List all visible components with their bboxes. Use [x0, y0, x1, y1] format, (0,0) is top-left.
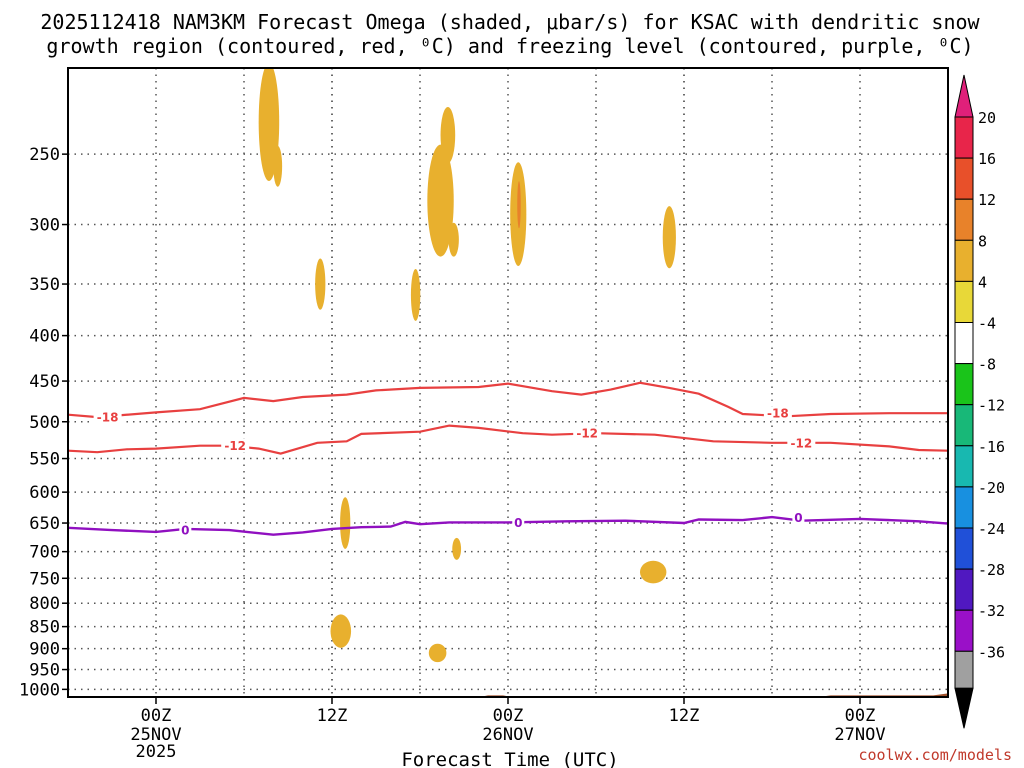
contour-label-bg	[573, 426, 602, 441]
omega-shaded-region	[315, 258, 326, 310]
colorbar-label: -36	[978, 643, 1005, 661]
contour-label-bg	[179, 523, 192, 538]
x-tick-label: 00Z	[141, 706, 172, 726]
omega-shaded-region	[517, 181, 521, 229]
x-tick-day-label: 26NOV	[482, 725, 533, 745]
omega-shaded-region	[410, 269, 421, 321]
y-tick-label: 500	[29, 413, 60, 433]
x-tick-label: 12Z	[669, 706, 700, 726]
y-tick-label: 950	[29, 661, 60, 681]
colorbar-segment	[954, 568, 974, 611]
credit-text: coolwx.com/models	[858, 746, 1012, 764]
contour-label-bg	[792, 510, 805, 525]
contour-label: -12	[790, 436, 812, 450]
chart-title-line1: 2025112418 NAM3KM Forecast Omega (shaded…	[40, 10, 980, 34]
y-tick-label: 450	[29, 372, 60, 392]
colorbar-label: -16	[978, 438, 1005, 456]
colorbar-segment	[954, 157, 974, 200]
colorbar-top-arrow	[954, 74, 974, 118]
x-tick-label: 00Z	[845, 706, 876, 726]
y-tick-label: 600	[29, 483, 60, 503]
plot-area: -18 -18 -12 -12 -12 0 0 0 250 300 350 400 450 500 550 6…	[19, 67, 949, 762]
contour-label-bg	[787, 435, 816, 450]
y-tick-label: 700	[29, 543, 60, 563]
colorbar-segment	[954, 609, 974, 652]
x-tick-day-label: 25NOV	[130, 725, 181, 745]
omega-shaded-region	[428, 643, 447, 663]
omega-shaded-region	[452, 537, 462, 560]
chart-title-line2: growth region (contoured, red, ⁰C) and f…	[46, 34, 973, 58]
colorbar-label: -8	[978, 356, 996, 374]
colorbar-segment	[954, 650, 974, 689]
omega-shaded-region	[427, 144, 454, 257]
colorbar-label: -20	[978, 479, 1005, 497]
colorbar-label: 20	[978, 109, 996, 127]
x-tick-year-label: 2025	[136, 742, 177, 762]
x-tick-day-label: 27NOV	[834, 725, 885, 745]
colorbar-label: -24	[978, 520, 1005, 538]
omega-shaded-region	[662, 206, 676, 269]
omega-shaded-region	[440, 107, 456, 164]
colorbar-label: -28	[978, 561, 1005, 579]
y-tick-label: 650	[29, 514, 60, 534]
freezing-level-line	[68, 515, 948, 536]
omega-shaded-region	[486, 77, 497, 167]
y-tick-label: 1000	[19, 680, 60, 700]
omega-shaded-region	[273, 145, 283, 187]
contour-label: -12	[576, 427, 598, 441]
colorbar-label: 16	[978, 150, 996, 168]
colorbar-segment	[954, 486, 974, 529]
colorbar-segment	[954, 116, 974, 159]
x-tick-label: 12Z	[317, 706, 348, 726]
colorbar-label: 8	[978, 232, 987, 250]
omega-shaded-region	[640, 560, 667, 584]
colorbar-label: -12	[978, 397, 1005, 415]
omega-shaded-region	[340, 497, 351, 549]
y-tick-label: 850	[29, 618, 60, 638]
colorbar-label: -32	[978, 602, 1005, 620]
omega-shaded-region	[251, 323, 260, 378]
contour-label-bg	[93, 410, 122, 425]
colorbar-label: -4	[978, 315, 996, 333]
colorbar-label: 12	[978, 191, 996, 209]
colorbar-segment	[954, 527, 974, 570]
y-tick-label: 400	[29, 327, 60, 347]
colorbar-segment	[954, 280, 974, 323]
contour-label-bg	[512, 515, 525, 530]
contour-label: -12	[224, 439, 246, 453]
y-tick-label: 900	[29, 640, 60, 660]
isotherm-minus12-line	[68, 424, 948, 455]
y-tick-label: 350	[29, 275, 60, 295]
contour-label: -18	[767, 407, 789, 421]
contour-label-bg	[221, 438, 250, 453]
contour-label: -18	[97, 411, 119, 425]
colorbar-label: 4	[978, 273, 987, 291]
y-tick-label: 800	[29, 594, 60, 614]
colorbar: 20 16 12 8 4 -4 -8 -12 -16 -20 -24 -28 -32 -36	[954, 74, 1005, 729]
x-tick-label: 00Z	[493, 706, 524, 726]
omega-shaded-region	[448, 222, 459, 257]
colorbar-segment	[954, 445, 974, 488]
contour-label: 0	[794, 511, 802, 525]
x-axis-label: Forecast Time (UTC)	[401, 749, 618, 768]
plot-inner: -18 -18 -12 -12 -12 0 0 0	[68, 68, 948, 697]
y-tick-label: 300	[29, 216, 60, 236]
omega-shaded-region	[258, 68, 280, 181]
colorbar-segment	[954, 322, 974, 365]
colorbar-segment	[954, 198, 974, 241]
contour-label-bg	[763, 406, 792, 421]
colorbar-bottom-arrow	[954, 687, 974, 729]
contour-label: 0	[181, 524, 189, 538]
colorbar-segment	[954, 239, 974, 282]
colorbar-segment	[954, 363, 974, 406]
y-tick-label: 550	[29, 450, 60, 470]
y-tick-label: 250	[29, 145, 60, 165]
omega-shaded-region	[330, 614, 352, 648]
isotherm-minus18-line	[68, 381, 948, 419]
y-tick-label: 750	[29, 569, 60, 589]
contour-label: 0	[514, 516, 522, 530]
colorbar-segment	[954, 404, 974, 447]
